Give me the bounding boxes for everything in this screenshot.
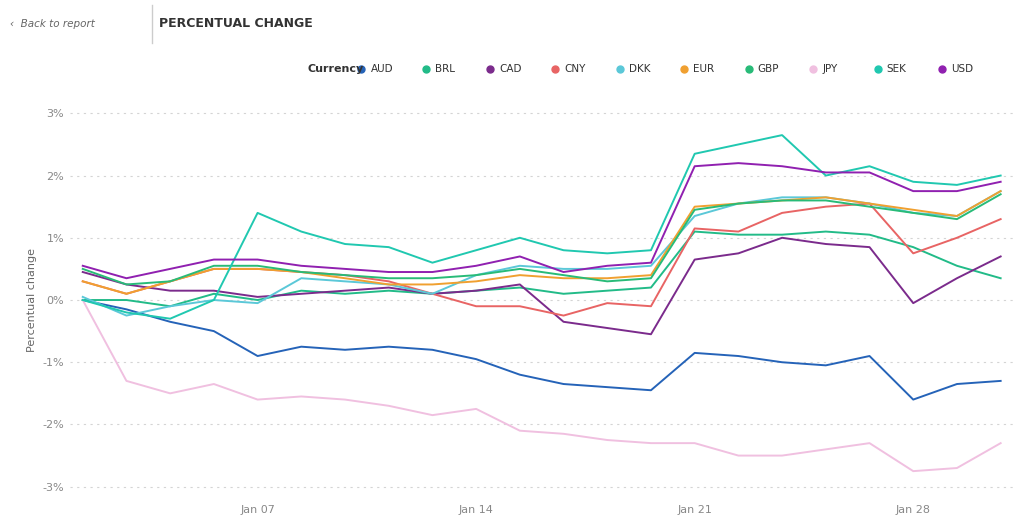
Text: BRL: BRL [435,64,456,74]
Text: CNY: CNY [564,64,586,74]
Text: CAD: CAD [500,64,522,74]
Text: Currency: Currency [307,64,364,74]
Text: AUD: AUD [371,64,393,74]
Text: SEK: SEK [887,64,906,74]
Text: PERCENTUAL CHANGE: PERCENTUAL CHANGE [159,18,312,30]
Text: DKK: DKK [629,64,650,74]
Text: USD: USD [951,64,974,74]
Text: JPY: JPY [822,64,838,74]
Text: ‹  Back to report: ‹ Back to report [10,19,95,29]
Text: GBP: GBP [758,64,779,74]
Y-axis label: Percentual change: Percentual change [27,248,37,352]
Text: EUR: EUR [693,64,715,74]
